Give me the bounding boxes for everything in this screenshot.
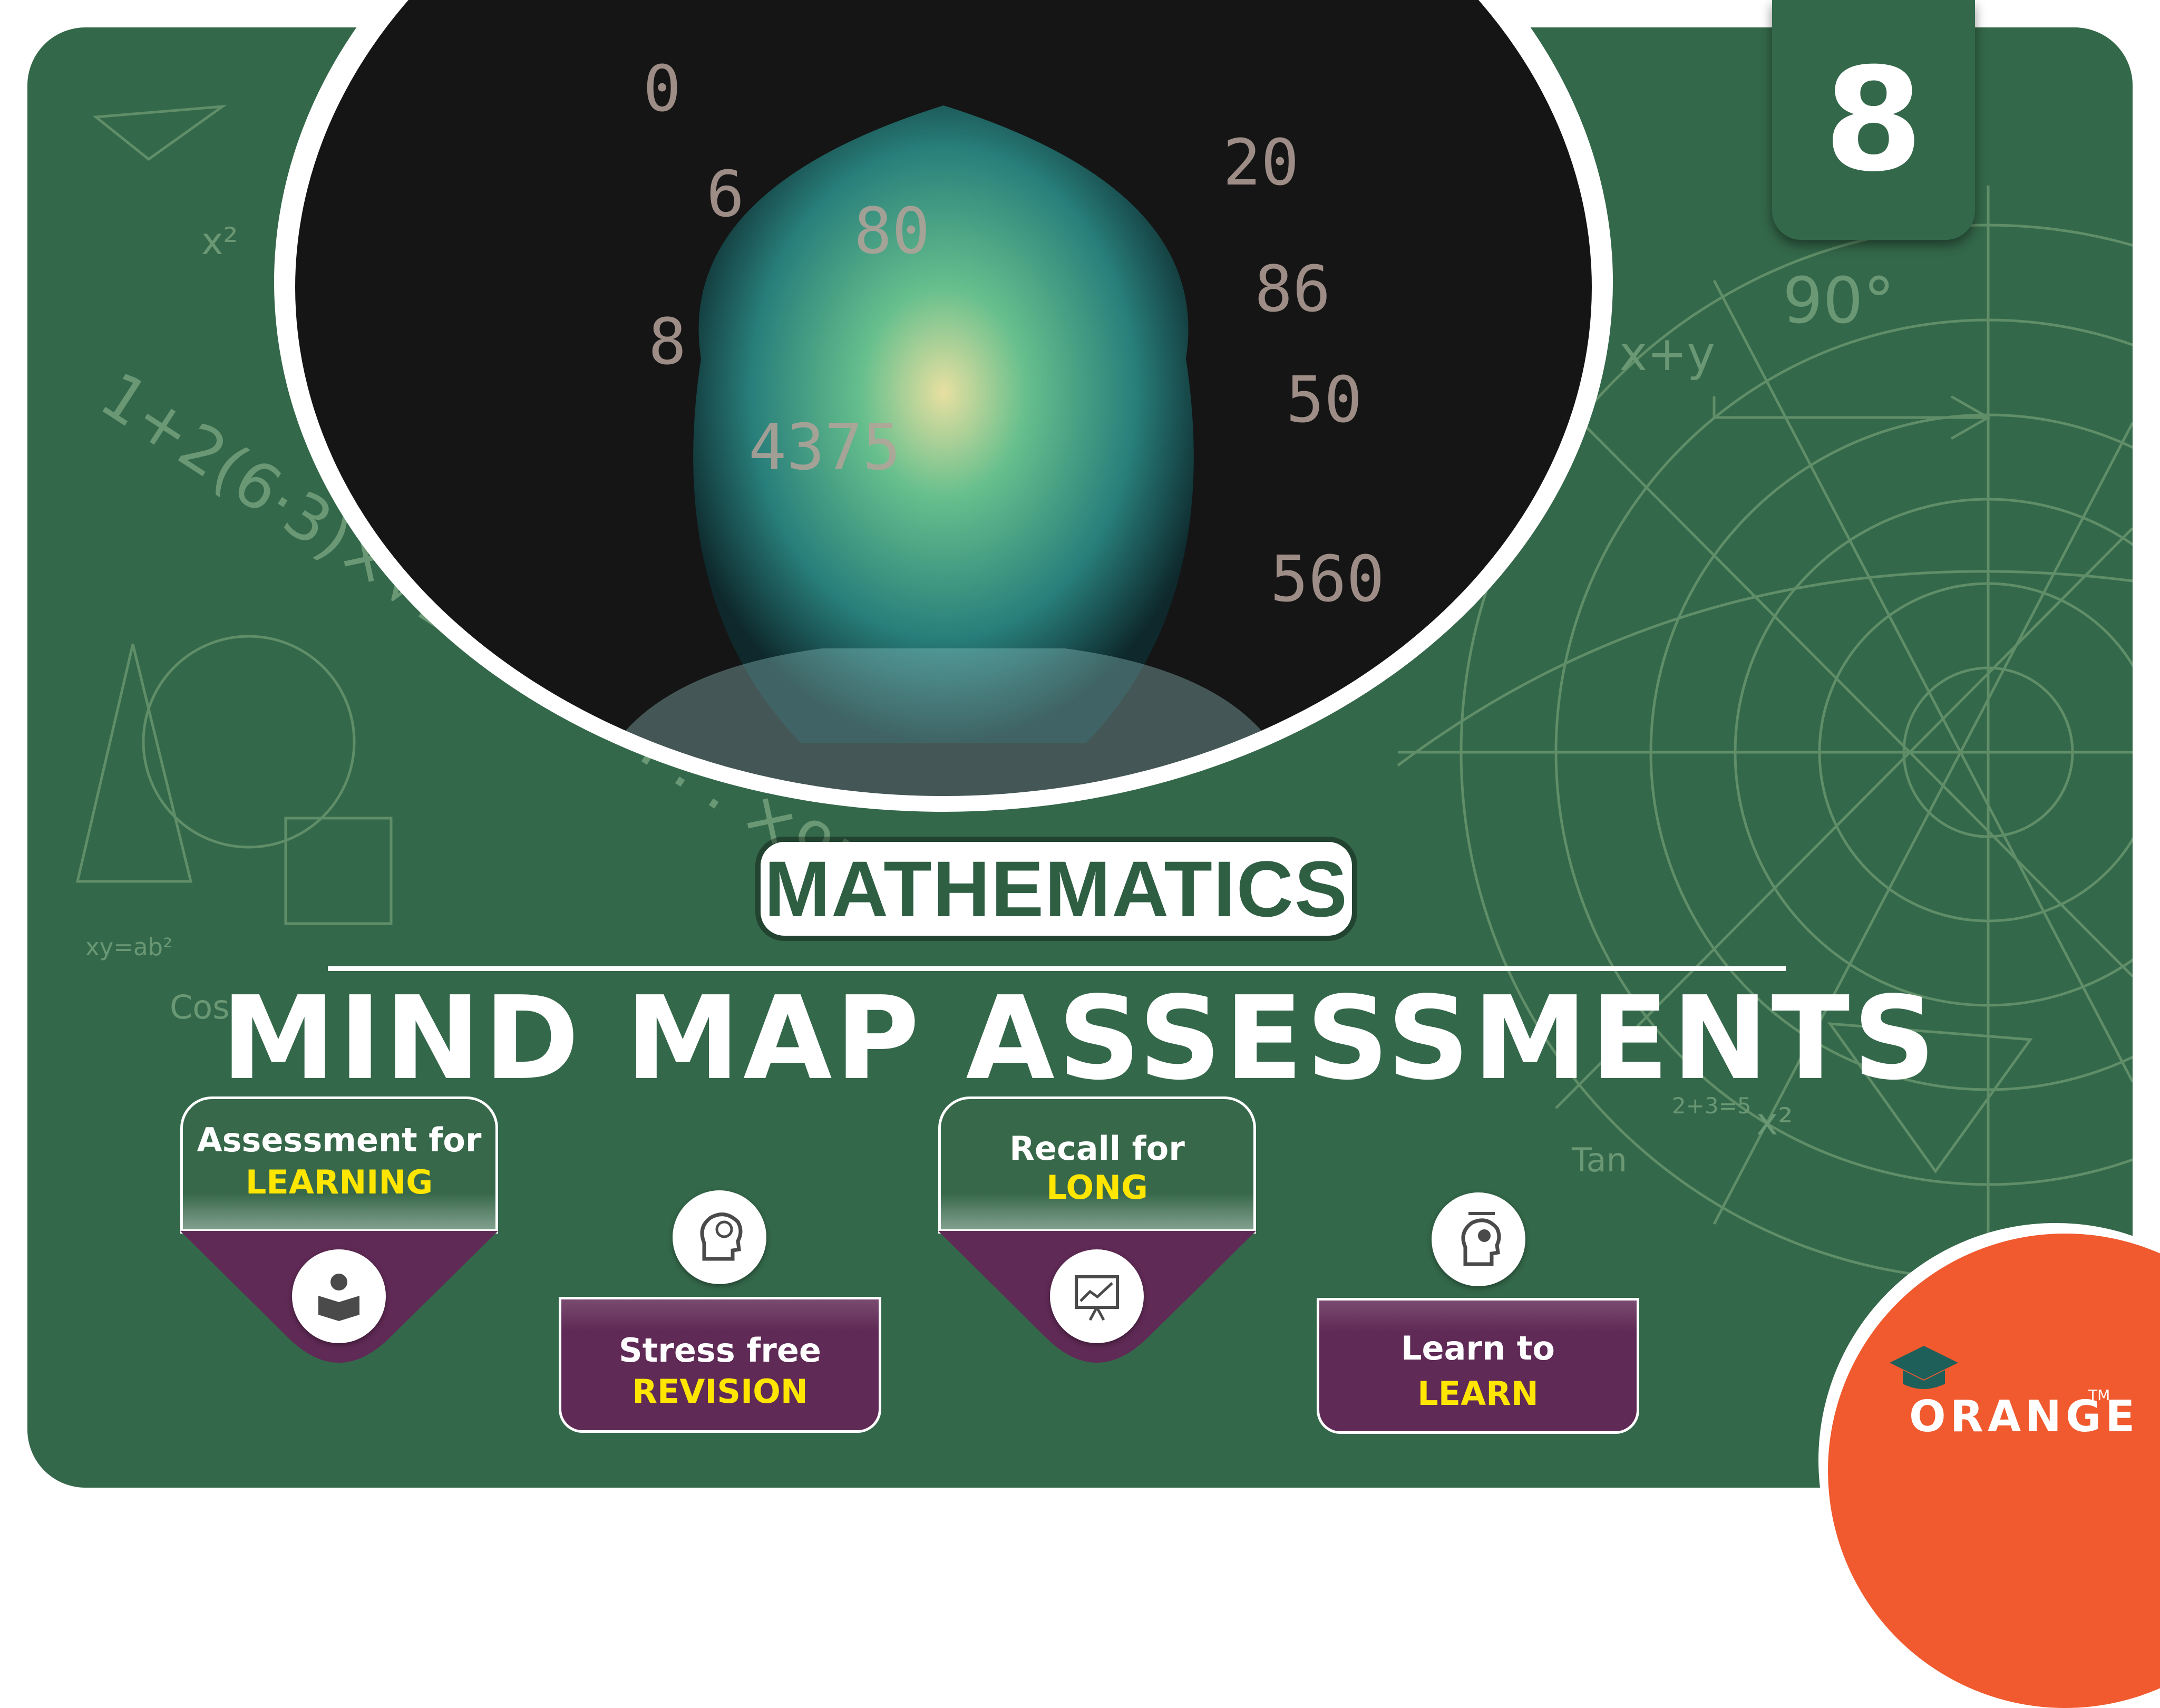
protractor-doodle: [92, 104, 227, 161]
feature-line-2: LONG: [1046, 1168, 1148, 1207]
svg-text:80: 80: [854, 195, 930, 268]
feature-card-header: [938, 1096, 1256, 1234]
svg-text:4375: 4375: [748, 411, 901, 484]
brand-logo: ORANGE: [1909, 1392, 2139, 1442]
sum-doodle: 2+3=5: [1672, 1093, 1752, 1119]
feature-line-2: LEARNING: [245, 1163, 433, 1201]
circle-doodle: [142, 635, 356, 849]
subject-label: MATHEMATICS: [761, 842, 1352, 936]
set-square-doodle: [1827, 1022, 2033, 1174]
svg-text:20: 20: [1223, 127, 1299, 200]
feature-card-long: Recall for LONG: [938, 1096, 1256, 1363]
feature-card-learning: Assessment for LEARNING: [180, 1096, 498, 1363]
cos-doodle: Cos: [170, 988, 230, 1026]
svg-text:560: 560: [1270, 543, 1385, 616]
wireframe-head: [693, 105, 1194, 743]
grade-number: 8: [1824, 36, 1923, 203]
feature-line-1: Assessment for: [197, 1121, 482, 1159]
x-squared-doodle-2: x²: [1756, 1100, 1793, 1143]
svg-text:6: 6: [706, 158, 744, 231]
feature-line-2: LEARN: [1417, 1374, 1539, 1413]
feature-line-1: Learn to: [1401, 1329, 1555, 1367]
x-plus-y-doodle: x+y: [1619, 326, 1715, 382]
feature-line-2: REVISION: [632, 1372, 808, 1411]
polar-grid-doodle: [1397, 186, 2133, 1281]
svg-text:8: 8: [648, 306, 686, 379]
feature-card-revision: Stress free REVISION: [559, 1297, 881, 1433]
graduation-cap-icon: [1890, 1346, 1958, 1389]
tan-doodle: Tan: [1571, 1141, 1627, 1179]
feature-card-learn: Learn to LEARN: [1317, 1298, 1639, 1434]
svg-text:0: 0: [643, 53, 681, 126]
triangle-doodle: [75, 644, 193, 883]
degree-doodle: 90°: [1783, 265, 1895, 338]
svg-text:50: 50: [1286, 364, 1363, 437]
feature-card-header: [180, 1096, 498, 1234]
reading-person-icon: [292, 1249, 386, 1343]
x-squared-doodle: x²: [201, 220, 238, 263]
subject-text: MATHEMATICS: [764, 844, 1348, 933]
square-doodle: [284, 817, 393, 925]
presentation-board-icon: [1050, 1249, 1144, 1343]
trademark: TM: [2088, 1386, 2110, 1404]
xy-doodle: xy=ab²: [85, 933, 172, 961]
feature-line-1: Stress free: [619, 1331, 821, 1370]
page-title: MIND MAP ASSESSMENTS: [221, 972, 1939, 1105]
title-rule: [328, 966, 1786, 971]
brain-head-icon: [673, 1190, 766, 1284]
feature-line-1: Recall for: [1009, 1129, 1185, 1168]
svg-text:86: 86: [1254, 253, 1331, 326]
grade-tab: 8: [1772, 0, 1975, 240]
head-idea-icon: [1432, 1192, 1525, 1286]
